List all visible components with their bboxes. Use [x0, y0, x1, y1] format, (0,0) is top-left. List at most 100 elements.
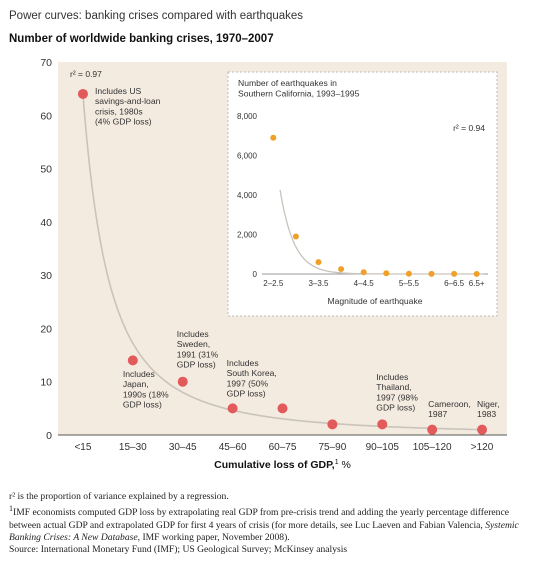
- inset-data-point: [360, 269, 367, 276]
- main-data-point: [327, 419, 338, 430]
- inset-x-tick-label: 5–5.5: [399, 279, 420, 288]
- x-axis-title-main: Cumulative loss of GDP,: [214, 459, 335, 471]
- inset-y-tick-label: 6,000: [237, 152, 258, 161]
- x-tick-label: 45–60: [219, 442, 247, 453]
- annotation-line: Includes: [227, 358, 259, 368]
- x-tick-label: 30–45: [169, 442, 197, 453]
- annotation: Niger, 1983: [477, 399, 499, 419]
- inset-y-tick-label: 2,000: [237, 231, 258, 240]
- annotation-line: South Korea,: [227, 368, 277, 378]
- footnote-r2: r² is the proportion of variance explain…: [9, 491, 539, 503]
- inset-x-tick-label: 6–6.5: [444, 279, 465, 288]
- inset-x-axis-title: Magnitude of earthquake: [327, 296, 422, 306]
- y-tick-label: 30: [40, 270, 52, 282]
- inset-data-point: [292, 233, 299, 240]
- x-tick-label: 90–105: [366, 442, 400, 453]
- annotation-line: GDP loss): [177, 360, 216, 370]
- main-data-point: [277, 403, 288, 414]
- annotation-line: Thailand,: [376, 382, 411, 392]
- inset-data-point: [428, 270, 435, 277]
- annotation-line: Japan,: [123, 379, 149, 389]
- annotation: Includes US savings-and-loan crisis, 1980s…: [95, 86, 161, 127]
- inset-data-point: [270, 134, 277, 141]
- inset-fit-curve: [279, 189, 484, 275]
- inset-data-point: [338, 266, 345, 273]
- footnote-1: 1IMF economists computed GDP loss by ext…: [9, 503, 539, 544]
- y-tick-label: 40: [40, 217, 52, 229]
- main-data-point: [477, 424, 488, 435]
- inset-data-point: [473, 270, 480, 277]
- x-tick-label: <15: [74, 442, 91, 453]
- x-tick-label: >120: [471, 442, 494, 453]
- annotation-line: crisis, 1980s: [95, 106, 143, 116]
- footnote-source: Source: International Monetary Fund (IMF…: [9, 544, 348, 555]
- annotation-line: savings-and-loan: [95, 96, 161, 106]
- x-axis-title: Cumulative loss of GDP,1 %: [214, 459, 351, 471]
- annotation-line: (4% GDP loss): [95, 117, 152, 127]
- inset-title-line: Number of earthquakes in: [238, 78, 337, 88]
- inset-y-tick-label: 4,000: [237, 191, 258, 200]
- annotation-line: 1990s (18%: [123, 389, 169, 399]
- inset-x-tick-label: 2–2.5: [263, 279, 284, 288]
- inset-x-tick-label: 6.5+: [469, 279, 485, 288]
- inset-title-line: Southern California, 1993–1995: [238, 89, 360, 99]
- annotation-line: 1983: [477, 409, 496, 419]
- inset-data-point: [451, 270, 458, 277]
- inset-y-tick-label: 8,000: [237, 112, 258, 121]
- main-fit-curve: [82, 93, 483, 431]
- y-tick-label: 0: [46, 430, 52, 442]
- annotation-line: Niger,: [477, 399, 499, 409]
- annotation: Includes Thailand, 1997 (98% GDP loss): [376, 372, 418, 413]
- inset-x-tick-label: 3–3.5: [308, 279, 329, 288]
- annotation: Includes Sweden, 1991 (31% GDP loss): [177, 329, 219, 370]
- footnotes: r² is the proportion of variance explain…: [9, 491, 539, 556]
- y-tick-label: 50: [40, 164, 52, 176]
- annotation-line: Cameroon,: [428, 399, 471, 409]
- annotation-line: Includes: [123, 369, 155, 379]
- annotation-line: Sweden,: [177, 339, 210, 349]
- inset-data-point: [315, 259, 322, 266]
- footnote-r2-text: is the proportion of variance explained …: [15, 491, 229, 502]
- x-tick-label: 75–90: [318, 442, 346, 453]
- main-data-point: [377, 419, 388, 430]
- inset-data-point: [405, 270, 412, 277]
- annotation-line: 1997 (50%: [227, 378, 269, 388]
- x-tick-label: 105–120: [413, 442, 452, 453]
- annotation-line: 1991 (31%: [177, 349, 219, 359]
- annotation-line: 1987: [428, 409, 447, 419]
- annotation-line: 1997 (98%: [376, 392, 418, 402]
- inset-title: Number of earthquakes in Southern Califor…: [238, 78, 360, 99]
- footnote-1-mark: 1: [9, 504, 13, 514]
- annotation-line: GDP loss): [227, 389, 266, 399]
- footnote-r2-mark: r²: [9, 491, 16, 502]
- annotation: Cameroon, 1987: [428, 399, 471, 419]
- y-tick-label: 70: [40, 57, 52, 69]
- annotation-line: Includes: [177, 329, 209, 339]
- y-tick-label: 60: [40, 110, 52, 122]
- chart-title: Number of worldwide banking crises, 1970…: [9, 33, 274, 45]
- inset-y-tick-label: 0: [253, 270, 258, 279]
- main-data-point: [127, 355, 138, 366]
- chart-supertitle: Power curves: banking crises compared wi…: [9, 10, 304, 22]
- inset-data-point: [383, 270, 390, 277]
- x-axis-title-unit: %: [339, 459, 351, 471]
- main-r2-label: r² = 0.97: [70, 69, 102, 79]
- y-tick-label: 10: [40, 377, 52, 389]
- annotation: Includes South Korea, 1997 (50% GDP loss): [227, 358, 277, 399]
- main-data-point: [177, 376, 188, 387]
- y-tick-label: 20: [40, 323, 52, 335]
- annotation-line: Includes: [376, 372, 408, 382]
- inset-r2-label: r² = 0.94: [453, 123, 485, 133]
- main-data-point: [427, 424, 438, 435]
- annotation-line: Includes US: [95, 86, 142, 96]
- main-data-point: [77, 88, 88, 99]
- footnote-1-text-a: IMF economists computed GDP loss by extr…: [9, 507, 509, 531]
- footnote-1-italic: Systemic Banking Crises: A New Database: [9, 519, 519, 543]
- annotation-line: GDP loss): [123, 400, 162, 410]
- x-tick-label: 15–30: [119, 442, 147, 453]
- x-axis-title-sup: 1: [335, 459, 339, 466]
- annotation: Includes Japan, 1990s (18% GDP loss): [123, 369, 169, 410]
- annotation-line: GDP loss): [376, 403, 415, 413]
- inset-x-tick-label: 4–4.5: [354, 279, 375, 288]
